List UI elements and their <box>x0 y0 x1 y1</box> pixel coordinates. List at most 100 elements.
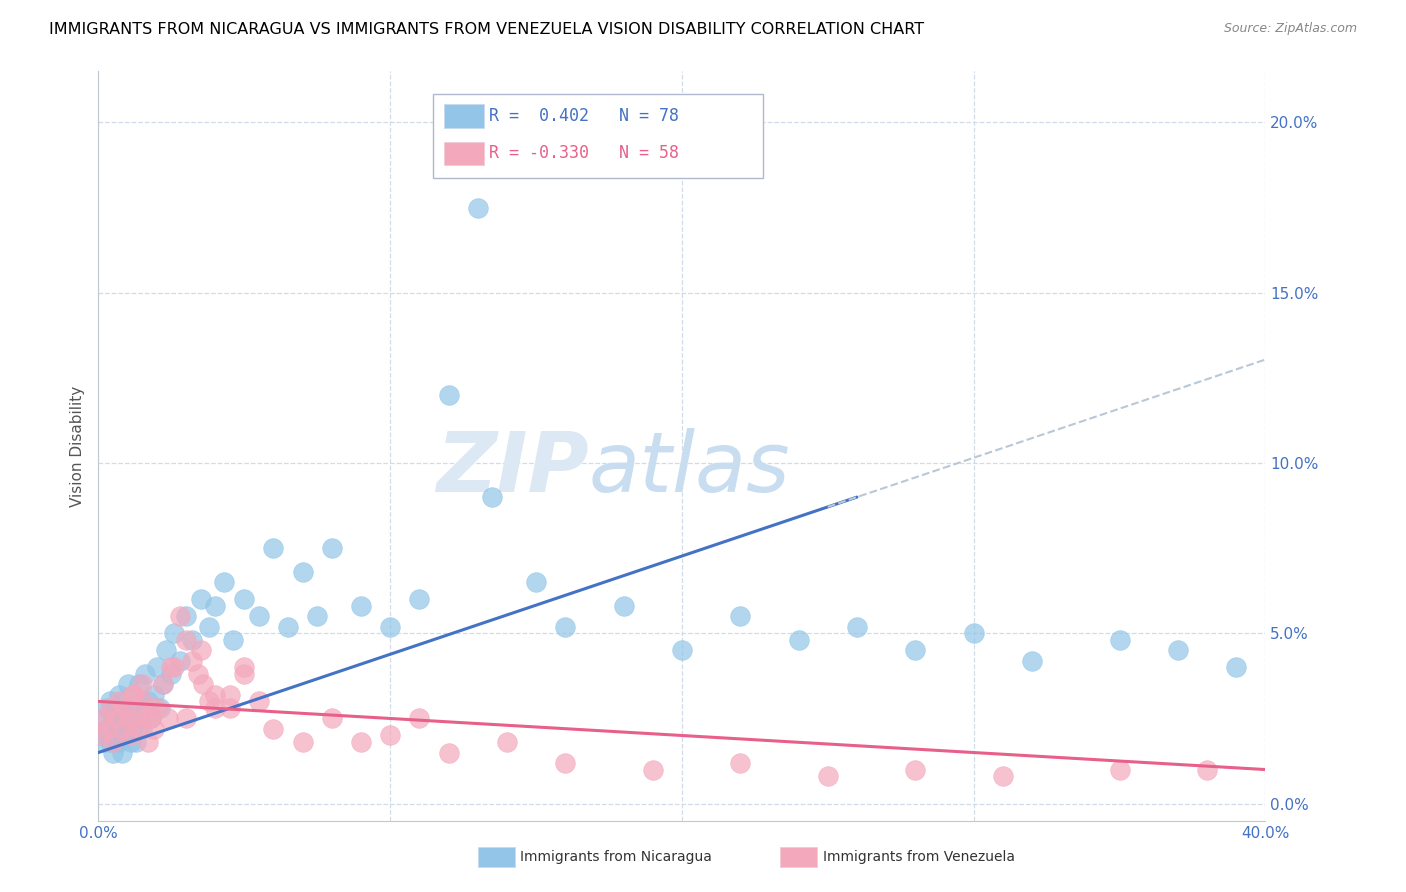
Point <box>101 746 124 760</box>
Point <box>139 701 162 715</box>
Point <box>155 643 177 657</box>
Point <box>139 711 162 725</box>
Point <box>180 633 202 648</box>
Text: ZIP: ZIP <box>436 428 589 509</box>
Point <box>120 711 142 725</box>
Y-axis label: Vision Disability: Vision Disability <box>70 385 86 507</box>
Point <box>262 541 284 556</box>
Point <box>198 694 221 708</box>
Point <box>90 729 112 743</box>
Point <box>146 701 169 715</box>
Point <box>122 688 145 702</box>
Text: R = -0.330   N = 58: R = -0.330 N = 58 <box>489 145 679 162</box>
Point <box>247 609 270 624</box>
Point <box>408 592 430 607</box>
Point <box>190 592 212 607</box>
Point <box>136 735 159 749</box>
Point <box>108 688 131 702</box>
Point <box>904 643 927 657</box>
Point <box>120 735 142 749</box>
Point <box>104 701 127 715</box>
Point <box>160 667 183 681</box>
Point <box>350 599 373 613</box>
Point <box>204 688 226 702</box>
Text: Source: ZipAtlas.com: Source: ZipAtlas.com <box>1223 22 1357 36</box>
Point <box>136 694 159 708</box>
Point <box>321 541 343 556</box>
Point <box>163 626 186 640</box>
Point <box>496 735 519 749</box>
Point <box>128 722 150 736</box>
Point <box>160 660 183 674</box>
Point <box>193 677 215 691</box>
Point <box>111 722 134 736</box>
Point <box>125 711 148 725</box>
Point <box>233 660 256 674</box>
Point <box>131 694 153 708</box>
Point <box>247 694 270 708</box>
Point <box>233 667 256 681</box>
Text: Immigrants from Venezuela: Immigrants from Venezuela <box>823 850 1015 864</box>
Point <box>218 701 240 715</box>
Point <box>262 722 284 736</box>
Point <box>408 711 430 725</box>
Point <box>117 701 139 715</box>
Point <box>134 711 156 725</box>
Point <box>120 729 142 743</box>
Point <box>612 599 634 613</box>
Point <box>128 711 150 725</box>
Point <box>139 711 162 725</box>
Point <box>204 701 226 715</box>
Point <box>212 575 235 590</box>
Point <box>114 701 136 715</box>
Point <box>134 667 156 681</box>
Point <box>846 619 869 633</box>
Point <box>169 654 191 668</box>
Point <box>380 619 402 633</box>
Point <box>1021 654 1043 668</box>
Point <box>152 677 174 691</box>
Point <box>108 735 131 749</box>
Point <box>380 729 402 743</box>
Point <box>111 694 134 708</box>
Point <box>467 201 489 215</box>
Point <box>117 677 139 691</box>
Point <box>149 701 172 715</box>
Point <box>291 565 314 579</box>
Point <box>122 722 145 736</box>
Point <box>122 688 145 702</box>
Point <box>101 735 124 749</box>
Text: R =  0.402   N = 78: R = 0.402 N = 78 <box>489 107 679 125</box>
Point <box>131 677 153 691</box>
Point <box>169 609 191 624</box>
Point <box>321 711 343 725</box>
Point <box>142 688 165 702</box>
Point <box>554 756 576 770</box>
Text: atlas: atlas <box>589 428 790 509</box>
Point <box>291 735 314 749</box>
Point <box>108 694 131 708</box>
Text: IMMIGRANTS FROM NICARAGUA VS IMMIGRANTS FROM VENEZUELA VISION DISABILITY CORRELA: IMMIGRANTS FROM NICARAGUA VS IMMIGRANTS … <box>49 22 924 37</box>
Point <box>114 729 136 743</box>
Point <box>787 633 810 648</box>
Point <box>98 701 121 715</box>
Point <box>101 711 124 725</box>
Point <box>131 694 153 708</box>
Point <box>218 688 240 702</box>
Point <box>730 609 752 624</box>
Point <box>554 619 576 633</box>
Point <box>437 746 460 760</box>
Point <box>104 722 127 736</box>
Point <box>125 735 148 749</box>
Point <box>671 643 693 657</box>
Point <box>198 619 221 633</box>
Point <box>98 735 121 749</box>
Point <box>146 660 169 674</box>
Point <box>962 626 984 640</box>
Point <box>98 694 121 708</box>
Point <box>180 654 202 668</box>
Point <box>730 756 752 770</box>
Point <box>93 735 115 749</box>
Point <box>117 722 139 736</box>
Point <box>187 667 209 681</box>
